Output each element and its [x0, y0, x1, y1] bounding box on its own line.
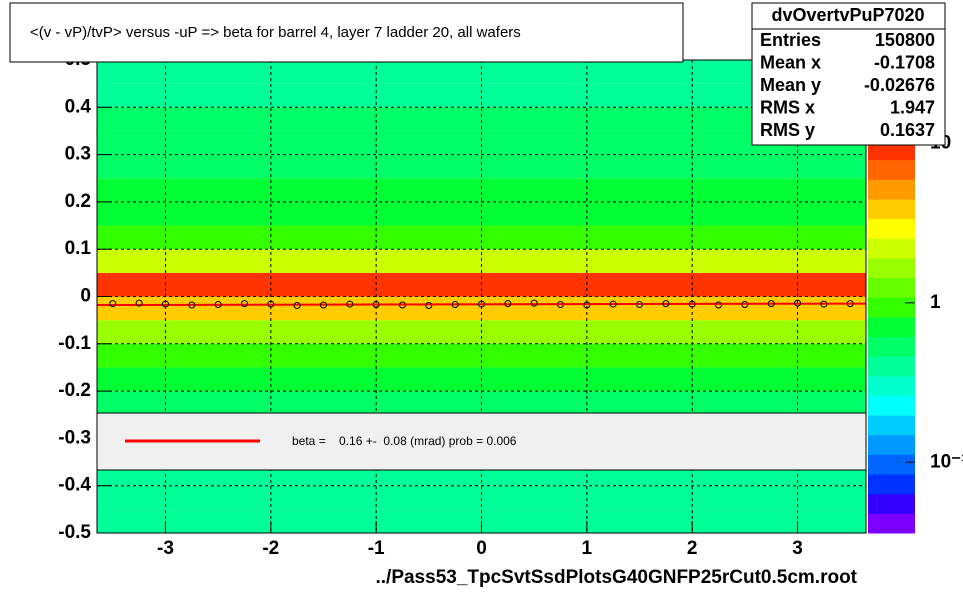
profile-point [741, 301, 749, 309]
color-step [868, 198, 915, 220]
y-tick-label: -0.4 [58, 475, 91, 496]
color-bar: 10⁻¹110 [868, 132, 963, 534]
heat-cell [97, 107, 866, 131]
x-tick-label: 2 [687, 538, 698, 559]
profile-point [504, 300, 512, 308]
profile-point [530, 299, 538, 307]
color-step [868, 434, 915, 455]
profile-point [346, 300, 354, 308]
stats-key: Mean x [760, 52, 821, 72]
profile-point [451, 301, 459, 309]
plot-area: -0.5-0.4-0.3-0.2-0.100.10.20.30.40.5beta… [58, 49, 867, 543]
x-tick-label: 1 [582, 538, 593, 559]
profile-point [267, 300, 275, 308]
stats-value: 150800 [875, 30, 935, 50]
color-step [868, 454, 915, 475]
y-tick-label: 0 [80, 286, 91, 307]
profile-point [688, 300, 696, 308]
stats-key: Mean y [760, 75, 821, 95]
profile-point [767, 300, 775, 308]
heat-cell [97, 60, 866, 84]
x-tick-label: -1 [368, 538, 385, 559]
color-step [868, 415, 915, 436]
profile-point [557, 301, 565, 309]
x-tick-label: 3 [792, 538, 803, 559]
color-step [868, 493, 915, 514]
profile-point [319, 301, 327, 309]
x-tick-label: -2 [262, 538, 279, 559]
profile-point [609, 300, 617, 308]
color-step [868, 238, 915, 259]
stats-value: -0.1708 [874, 52, 935, 72]
color-step [868, 356, 915, 377]
stats-value: -0.02676 [864, 75, 935, 95]
heat-cell [97, 130, 866, 155]
color-step [868, 336, 915, 357]
color-step [868, 395, 915, 416]
color-step [868, 297, 915, 318]
profile-point [425, 301, 433, 309]
profile-point [662, 300, 670, 308]
profile-point [820, 300, 828, 308]
x-tick-label: -3 [157, 538, 174, 559]
color-step [868, 179, 915, 200]
color-step [868, 257, 915, 279]
heat-cell [97, 225, 866, 250]
y-tick-label: -0.2 [58, 380, 91, 401]
z-tick-label: 10⁻¹ [930, 451, 963, 472]
title-box [9, 2, 684, 63]
chart-title: <(v - vP)/tvP> versus -uP => beta for ba… [30, 24, 521, 41]
y-tick-label: 0.3 [65, 144, 91, 165]
profile-point [846, 300, 854, 308]
profile-point [398, 301, 406, 309]
profile-point [240, 300, 248, 308]
profile-point [478, 300, 485, 308]
x-tick-label: 0 [476, 538, 487, 559]
y-tick-label: 0.2 [65, 191, 91, 212]
color-step [868, 513, 915, 534]
color-step [868, 474, 915, 495]
color-step [868, 218, 915, 239]
legend-label: beta = 0.16 +- 0.08 (mrad) prob = 0.006 [292, 434, 517, 448]
y-tick-label: -0.1 [58, 333, 91, 354]
stats-key: Entries [760, 30, 821, 50]
z-tick-label: 1 [930, 292, 941, 313]
profile-point [135, 299, 143, 307]
profile-point [372, 301, 380, 309]
profile-point [715, 301, 723, 309]
stats-value: 1.947 [890, 97, 935, 117]
profile-point [214, 301, 222, 309]
y-tick-label: 0.1 [65, 238, 92, 259]
y-tick-label: -0.5 [58, 522, 91, 543]
x-axis-label: ../Pass53_TpcSvtSsdPlotsG40GNFP25rCut0.5… [375, 567, 857, 588]
profile-point [109, 300, 117, 308]
heat-cell [97, 154, 866, 179]
stats-value: 0.1637 [880, 120, 935, 140]
heat-cell [97, 178, 866, 202]
heat-cell [97, 485, 866, 510]
heat-cell [97, 201, 866, 226]
color-step [868, 316, 915, 337]
profile-point [293, 301, 301, 309]
fit-line [96, 302, 867, 307]
heat-cell [97, 83, 866, 108]
profile-point [161, 300, 169, 308]
profile-point [636, 301, 644, 309]
heat-cell [97, 249, 866, 273]
stats-box: dvOvertvPuP7020 Entries 150800 Mean x -0.17… [751, 2, 946, 146]
stats-key: RMS y [760, 120, 815, 140]
stats-frame [751, 2, 946, 146]
color-step [868, 277, 915, 298]
stats-title: dvOvertvPuP7020 [771, 5, 924, 25]
y-tick-label: 0.4 [65, 96, 92, 117]
y-tick-label: -0.3 [58, 427, 91, 448]
profile-point [188, 301, 196, 309]
profile-point [794, 299, 802, 307]
color-step [868, 375, 915, 396]
profile-point [583, 301, 591, 309]
stats-key: RMS x [760, 97, 815, 117]
color-step [868, 159, 915, 180]
